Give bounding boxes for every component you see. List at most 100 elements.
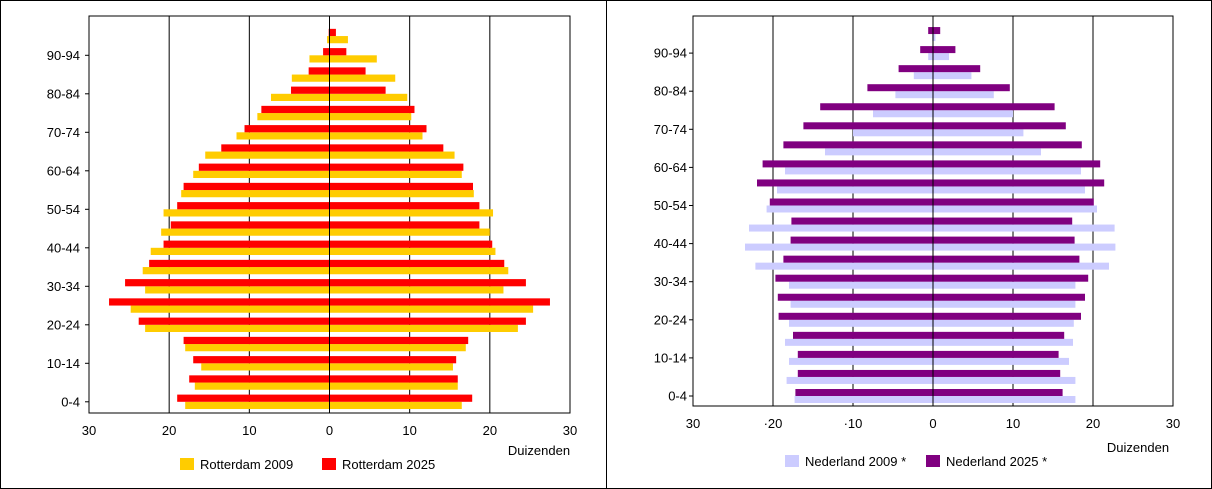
bar-series2-right-95+ (329, 28, 336, 37)
bar-series1-right-15-19 (933, 338, 1073, 346)
legend-swatch (180, 458, 194, 470)
bar-series1-left-10-14 (789, 357, 933, 365)
bar-series1-right-75-79 (933, 110, 1013, 118)
bar-series1-right-75-79 (329, 113, 412, 121)
bar-series2-left-70-74 (803, 122, 933, 130)
x-unit-label: Duizenden (1107, 440, 1169, 455)
bar-series1-left-10-14 (201, 363, 330, 371)
bar-series1-left-50-54 (163, 209, 330, 217)
bar-series1-left-45-49 (161, 228, 330, 236)
bar-series2-right-50-54 (329, 202, 480, 210)
bar-series1-left-0-4 (185, 401, 330, 409)
bar-series1-right-10-14 (933, 357, 1069, 365)
bar-series2-right-25-29 (329, 298, 550, 306)
bar-series1-left-55-59 (777, 186, 933, 194)
legend-label: Rotterdam 2009 (200, 457, 293, 472)
bar-series2-left-80-84 (291, 86, 330, 94)
bar-series1-right-10-14 (329, 363, 453, 371)
bar-series2-left-75-79 (261, 105, 330, 114)
bar-series2-right-50-54 (933, 198, 1094, 206)
bar-series1-right-90-94 (329, 55, 377, 63)
bar-series2-right-85-89 (933, 65, 981, 73)
bar-series1-right-20-24 (933, 319, 1074, 327)
bar-series2-right-90-94 (933, 46, 956, 54)
x-tick-label: 30 (82, 423, 96, 438)
bar-series2-left-0-4 (795, 389, 933, 396)
bar-series1-right-50-54 (933, 205, 1097, 213)
bar-series1-right-85-89 (933, 72, 972, 80)
bar-series1-left-60-64 (785, 167, 933, 175)
bar-series2-left-55-59 (757, 179, 933, 187)
bar-series1-right-70-74 (933, 129, 1024, 137)
bar-series1-left-70-74 (853, 129, 933, 137)
bar-series2-right-15-19 (329, 336, 469, 345)
y-tick-label: 70-74 (47, 125, 80, 140)
bar-series2-right-5-9 (329, 375, 458, 383)
bar-series2-left-60-64 (762, 160, 933, 168)
bar-series1-right-30-34 (329, 286, 504, 294)
bar-series1-right-65-69 (329, 151, 455, 159)
x-tick-label: 20 (483, 423, 497, 438)
bar-series2-right-30-34 (329, 279, 526, 287)
bar-series1-left-35-39 (142, 267, 330, 275)
x-unit-label: Duizenden (508, 443, 570, 458)
bar-series1-right-85-89 (329, 74, 396, 82)
bar-series2-right-65-69 (329, 144, 444, 152)
bar-series2-right-90-94 (329, 48, 347, 56)
bar-series1-right-45-49 (933, 224, 1115, 232)
bar-series2-left-30-34 (125, 279, 330, 287)
population-pyramid-rotterdam: 0-4 10-14 20-24 30-34 40-44 50-54 60-64 70-74 80… (47, 15, 577, 472)
bar-series2-left-75-79 (820, 103, 933, 111)
y-tick-label: 90-94 (654, 46, 687, 61)
x-tick-label: 0 (929, 416, 936, 431)
bar-series2-right-35-39 (329, 259, 505, 268)
x-tick-label: 30 (1166, 416, 1180, 431)
bar-series1-left-25-29 (790, 300, 933, 308)
bar-series2-right-5-9 (933, 369, 1061, 377)
bar-series1-left-75-79 (257, 113, 330, 121)
bar-series1-right-80-84 (329, 93, 408, 101)
bar-series2-right-75-79 (933, 103, 1055, 111)
bar-series2-right-15-19 (933, 331, 1065, 339)
bar-series2-right-35-39 (933, 255, 1080, 263)
bar-series1-right-95+ (329, 36, 348, 44)
bar-series2-right-20-24 (933, 312, 1081, 320)
bar-series2-left-40-44 (790, 236, 933, 244)
bar-series1-left-45-49 (749, 224, 933, 232)
bar-series1-left-85-89 (291, 74, 330, 82)
x-tick-label: 20 (1086, 416, 1100, 431)
bar-series2-left-65-69 (221, 144, 330, 152)
bar-series1-left-90-94 (309, 55, 330, 63)
bar-series1-left-15-19 (185, 344, 330, 352)
bar-series2-left-0-4 (177, 394, 330, 402)
bar-series2-left-10-14 (193, 356, 330, 364)
x-tick-label: ·20 (764, 416, 783, 431)
bar-series1-left-40-44 (745, 243, 933, 251)
x-tick-label: 30 (686, 416, 700, 431)
x-tick-label: ·10 (844, 416, 863, 431)
bar-series2-right-0-4 (329, 394, 473, 402)
bar-series2-right-45-49 (933, 217, 1073, 225)
bar-series2-left-80-84 (867, 84, 933, 92)
population-pyramid-nederland: 0-4 10-14 20-24 30-34 40-44 50-54 60-64 70-74 80… (654, 15, 1180, 469)
y-tick-label: 70-74 (654, 122, 687, 137)
bar-series1-left-40-44 (150, 247, 330, 255)
bar-series2-left-65-69 (783, 141, 933, 149)
y-tick-label: 40-44 (654, 236, 687, 251)
bar-series2-right-80-84 (933, 84, 1010, 92)
bar-series1-left-95+ (327, 36, 330, 44)
bar-series1-left-5-9 (786, 376, 933, 384)
bar-series1-left-60-64 (193, 170, 330, 178)
bar-series1-right-25-29 (933, 300, 1076, 308)
bar-series2-left-30-34 (775, 274, 933, 282)
bar-series2-right-25-29 (933, 293, 1085, 301)
bar-series2-right-40-44 (933, 236, 1075, 244)
bar-series1-left-80-84 (270, 93, 330, 101)
bar-series1-right-40-44 (329, 247, 496, 255)
bar-series1-left-70-74 (236, 132, 330, 140)
bar-series1-left-30-34 (789, 281, 933, 289)
bar-series2-right-30-34 (933, 274, 1089, 282)
x-tick-label: 10 (242, 423, 256, 438)
bar-series1-right-60-64 (329, 170, 462, 178)
bar-series1-right-55-59 (329, 190, 474, 198)
